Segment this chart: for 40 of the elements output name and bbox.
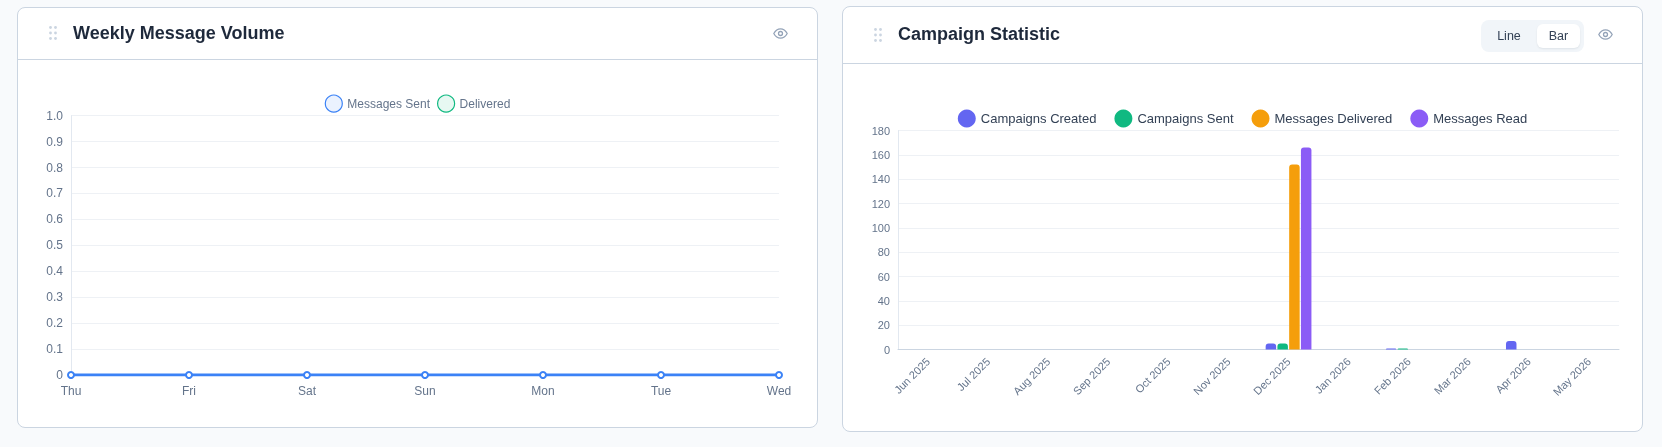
y-tick-label: 100: [871, 221, 890, 234]
x-tick-label: Wed: [766, 384, 792, 398]
y-tick-label: 0.7: [46, 186, 64, 201]
y-tick-label: 120: [871, 197, 890, 210]
x-tick-label: Fri: [182, 384, 196, 398]
legend-label: Campaigns Created: [980, 111, 1097, 126]
y-tick-label: 0.9: [46, 134, 64, 149]
y-tick-label: 0.2: [46, 316, 64, 331]
bar: [1289, 164, 1300, 350]
y-tick-label: 0.4: [46, 264, 64, 279]
x-tick-label: Tue: [650, 384, 672, 398]
y-tick-label: 0.1: [46, 342, 64, 357]
legend-label: Campaigns Sent: [1137, 111, 1234, 126]
x-tick-label: Sat: [297, 384, 317, 398]
y-tick-label: 40: [877, 294, 890, 307]
y-tick-label: 0.6: [46, 212, 64, 227]
y-tick-label: 180: [871, 124, 890, 137]
x-tick-label: Thu: [60, 384, 82, 398]
y-tick-label: 20: [877, 319, 890, 332]
legend-label: Messages Sent: [347, 96, 431, 111]
chart-title: Weekly Message Volume: [73, 21, 285, 45]
y-tick-label: 140: [871, 173, 890, 186]
bar: [1300, 147, 1312, 350]
legend-label: Messages Delivered: [1274, 111, 1393, 126]
toggle-label: Line: [1497, 28, 1521, 44]
y-tick-label: 0.5: [46, 238, 64, 253]
y-tick-label: 60: [877, 270, 890, 283]
chart-title: Campaign Statistic: [898, 23, 1061, 46]
y-tick-label: 1.0: [46, 108, 64, 123]
y-tick-label: 0.3: [46, 290, 64, 305]
y-tick-label: 160: [871, 148, 890, 161]
y-tick-label: 0: [883, 343, 890, 356]
x-tick-label: Sun: [414, 384, 436, 398]
x-tick-label: Mon: [531, 384, 555, 398]
toggle-label: Bar: [1548, 28, 1569, 44]
legend-label: Delivered: [459, 96, 511, 111]
y-tick-label: 0.8: [46, 160, 64, 175]
y-tick-label: 80: [877, 246, 890, 259]
y-tick-label: 0: [56, 368, 64, 382]
legend-label: Messages Read: [1433, 111, 1528, 126]
